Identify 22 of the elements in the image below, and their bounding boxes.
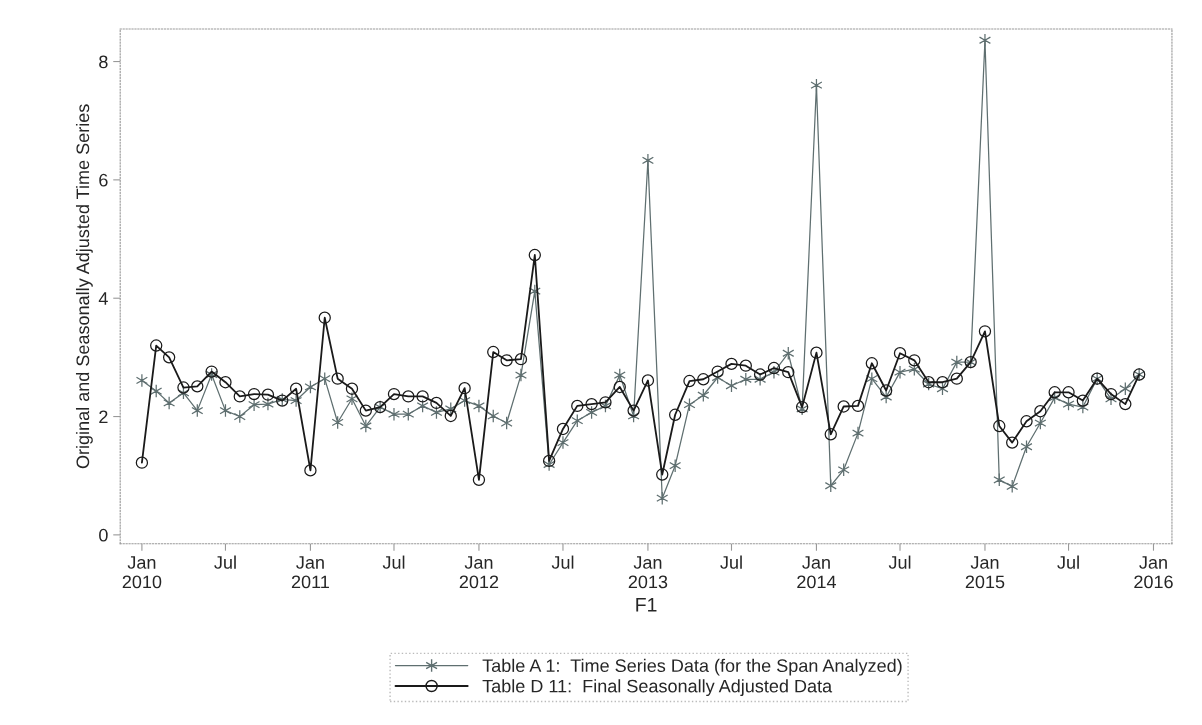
- y-tick-label: 0: [99, 528, 108, 542]
- x-tick-label: Jan 2015: [965, 556, 1005, 589]
- x-tick-label: Jul: [720, 555, 742, 569]
- x-axis-title: F1: [636, 598, 657, 612]
- x-tick-label: Jan 2013: [628, 556, 668, 589]
- y-tick-label: 6: [99, 173, 108, 187]
- x-tick-label: Jan 2012: [459, 556, 499, 589]
- legend-label: Table A 1: Time Series Data (for the Span Analyzed): [482, 658, 902, 676]
- legend-label: Table D 11: Final Seasonally Adjusted Data: [482, 679, 833, 697]
- x-tick-label: Jan 2010: [122, 556, 162, 589]
- y-axis-title: Original and Seasonally Adjusted Time Series: [75, 104, 93, 469]
- x-tick-label: Jan 2011: [291, 556, 329, 589]
- y-tick-label: 8: [99, 55, 108, 69]
- x-tick-label: Jul: [214, 555, 236, 569]
- x-tick-label: Jan 2016: [1134, 556, 1173, 589]
- y-tick-label: 2: [99, 410, 108, 424]
- x-tick-label: Jul: [551, 555, 574, 569]
- x-tick-label: Jul: [1057, 555, 1079, 569]
- x-tick-label: Jan 2014: [797, 556, 836, 589]
- x-tick-label: Jul: [382, 555, 405, 569]
- x-tick-label: Jul: [888, 555, 911, 569]
- y-tick-label: 4: [98, 292, 108, 305]
